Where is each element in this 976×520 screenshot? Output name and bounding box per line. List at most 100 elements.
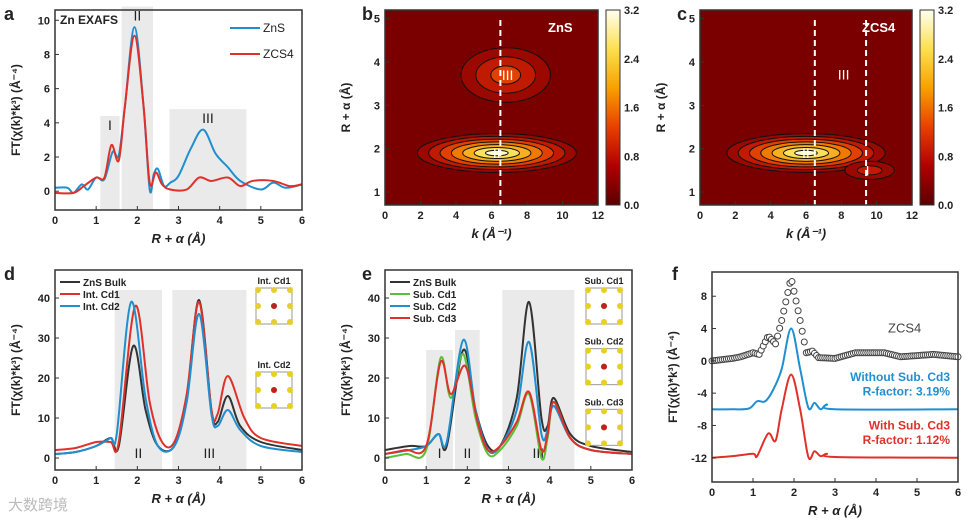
- x-tick-label: 5: [258, 475, 264, 487]
- y-tick-label: 8: [44, 49, 50, 61]
- y-tick-label: 40: [368, 293, 380, 305]
- colorbar: [919, 9, 935, 206]
- series-line: [711, 373, 959, 461]
- y-tick-label: 0: [701, 356, 707, 368]
- x-tick-label: 5: [588, 475, 594, 487]
- inset-label: Int. Cd1: [258, 276, 291, 286]
- y-tick-label: 2: [689, 144, 695, 156]
- series-line: [384, 359, 633, 455]
- contour-level: [794, 149, 818, 157]
- fit-annotation: R-factor: 1.12%: [863, 433, 951, 447]
- colorbar-tick-label: 2.4: [938, 54, 954, 66]
- x-tick-label: 6: [629, 475, 635, 487]
- crystal-structure-icon: [255, 371, 293, 409]
- data-point: [788, 278, 796, 286]
- y-tick-label: 10: [368, 413, 380, 425]
- series-line: [54, 300, 303, 453]
- x-tick-label: 3: [832, 487, 838, 499]
- colorbar-tick-label: 1.6: [624, 103, 639, 115]
- y-tick-label: 6: [44, 84, 50, 96]
- x-tick-label: 6: [955, 487, 961, 499]
- peak-label: II: [493, 145, 501, 161]
- x-tick-label: 0: [697, 210, 703, 222]
- x-tick-label: 0: [52, 475, 58, 487]
- peak-label: III: [502, 67, 514, 83]
- y-axis-label: R + α (Å): [338, 83, 353, 133]
- region-label: III: [204, 445, 216, 461]
- y-tick-label: 20: [38, 373, 50, 385]
- data-point: [774, 332, 782, 340]
- x-tick-label: 4: [768, 210, 775, 222]
- x-tick-label: 2: [134, 475, 140, 487]
- panel-letter: d: [4, 264, 15, 284]
- y-tick-label: 30: [38, 333, 50, 345]
- colorbar-tick-label: 3.2: [938, 5, 953, 17]
- y-tick-label: 10: [38, 413, 50, 425]
- y-tick-label: -4: [697, 388, 708, 400]
- contour-level: [856, 165, 883, 176]
- y-tick-label: 5: [689, 14, 695, 26]
- x-tick-label: 1: [423, 475, 429, 487]
- y-tick-label: 2: [44, 152, 50, 164]
- peak-label: II: [802, 145, 810, 161]
- inset-label: Sub. Cd2: [584, 337, 623, 347]
- heatmap-title: ZnS: [548, 20, 573, 35]
- x-tick-label: 1: [93, 215, 99, 227]
- region-label: III: [202, 110, 214, 126]
- x-tick-label: 8: [838, 210, 844, 222]
- contour-level: [484, 149, 509, 157]
- x-tick-label: 10: [556, 210, 568, 222]
- legend-label: ZnS: [263, 21, 285, 35]
- legend-label: Sub. Cd1: [413, 290, 457, 301]
- y-tick-label: 10: [38, 15, 50, 27]
- x-axis-label: R + α (Å): [808, 503, 862, 518]
- contour-level: [490, 65, 522, 85]
- inset-label: Sub. Cd1: [584, 276, 623, 286]
- fit-annotation: With Sub. Cd3: [869, 419, 951, 433]
- colorbar-tick-label: 2.4: [624, 54, 640, 66]
- x-tick-label: 2: [417, 210, 423, 222]
- x-tick-label: 3: [175, 215, 181, 227]
- panel-letter: a: [4, 4, 15, 24]
- legend-label: Sub. Cd3: [413, 314, 457, 325]
- x-tick-label: 2: [134, 215, 140, 227]
- data-point: [784, 289, 792, 297]
- fit-annotation: R-factor: 3.19%: [863, 385, 951, 399]
- colorbar-tick-label: 0.8: [624, 151, 639, 163]
- y-tick-label: 0: [374, 453, 380, 465]
- colorbar-tick-label: 1.6: [938, 103, 953, 115]
- x-tick-label: 5: [914, 487, 920, 499]
- region-label: III: [838, 66, 850, 82]
- legend-label: Int. Cd2: [83, 302, 120, 313]
- data-point: [794, 307, 802, 315]
- x-axis-label: R + α (Å): [152, 491, 206, 506]
- x-tick-label: 6: [803, 210, 809, 222]
- x-tick-label: 12: [906, 210, 918, 222]
- x-tick-label: 0: [382, 210, 388, 222]
- data-point: [796, 316, 804, 324]
- x-tick-label: 1: [750, 487, 756, 499]
- y-tick-label: 0: [44, 186, 50, 198]
- y-tick-label: 3: [374, 100, 380, 112]
- data-point: [792, 297, 800, 305]
- y-axis-label: FT(χ(k)*k³) (Å⁻⁴): [338, 324, 353, 416]
- crystal-structure-icon: [585, 347, 623, 386]
- legend-label: ZnS Bulk: [413, 278, 457, 289]
- heatmap-background: [385, 10, 598, 205]
- y-axis-label: FT(χ(k)*k³) (Å⁻⁴): [665, 331, 680, 423]
- y-tick-label: 4: [701, 324, 708, 336]
- y-tick-label: 4: [374, 57, 381, 69]
- peak-label: I: [866, 162, 870, 178]
- panel-letter: c: [677, 4, 687, 24]
- series-line: [711, 327, 959, 411]
- y-tick-label: 1: [374, 187, 380, 199]
- chart-title: Zn EXAFS: [60, 13, 118, 27]
- crystal-structure-icon: [585, 408, 623, 447]
- region-label: II: [463, 445, 471, 461]
